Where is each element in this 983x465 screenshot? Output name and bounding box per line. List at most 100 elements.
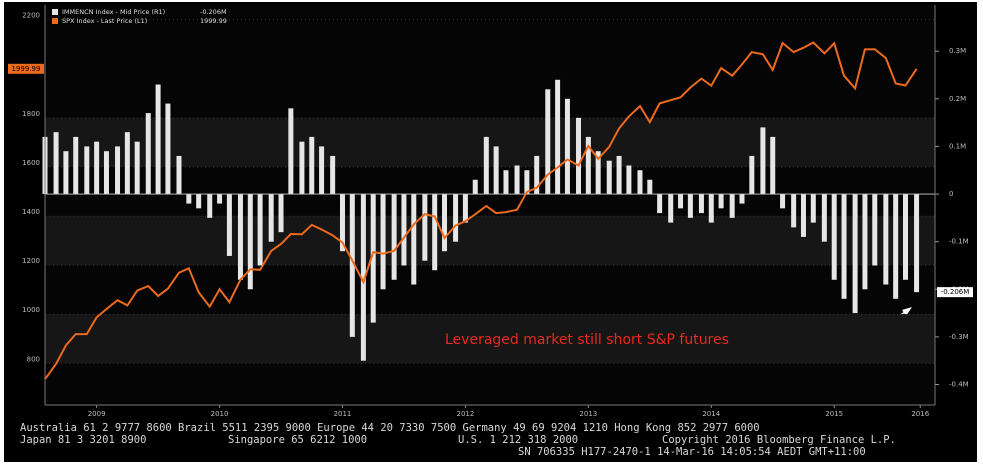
y-tick-label: 2200 <box>22 12 40 20</box>
bar <box>493 146 499 195</box>
bar <box>411 194 417 285</box>
y-tick-label: 1000 <box>22 306 40 314</box>
bar <box>637 170 643 195</box>
bar <box>268 194 274 242</box>
bar <box>145 113 151 195</box>
bar <box>73 136 79 195</box>
last-flag-label: 1999.99 <box>12 65 41 73</box>
bar <box>207 194 213 218</box>
bar <box>115 146 121 195</box>
bar <box>800 194 806 237</box>
x-tick-label: 2014 <box>702 410 720 418</box>
bar <box>288 108 294 195</box>
y-tick-label: 1800 <box>22 110 40 118</box>
bar <box>483 136 489 195</box>
bar <box>453 194 459 242</box>
bar <box>472 179 478 195</box>
bar <box>401 194 407 266</box>
band <box>45 216 935 266</box>
annotation: Leveraged market still short S&P futures <box>445 332 729 348</box>
bar <box>872 194 878 266</box>
bar <box>534 155 540 195</box>
y-tick-label: 1400 <box>22 208 40 216</box>
footer: Singapore 65 6212 1000 <box>228 434 367 446</box>
bar <box>791 194 797 228</box>
bar <box>729 194 735 218</box>
bar <box>902 194 908 280</box>
x-tick-label: 2012 <box>457 410 475 418</box>
bar <box>319 146 325 195</box>
bar <box>278 194 284 233</box>
last-flag-label: -0.206M <box>941 288 970 296</box>
bar <box>217 194 223 204</box>
arrow-head <box>902 307 912 316</box>
x-tick-label: 2016 <box>911 410 929 418</box>
bar <box>893 194 899 299</box>
bar <box>862 194 868 290</box>
bar <box>165 103 171 195</box>
bar <box>237 194 243 280</box>
bar <box>647 179 653 195</box>
bar <box>687 194 693 218</box>
bar <box>155 84 161 195</box>
bar <box>810 194 816 223</box>
legend-label: IMMENCN Index - Mid Price (R1) <box>62 8 165 16</box>
bar <box>739 194 745 204</box>
bar <box>53 132 59 195</box>
x-tick-label: 2011 <box>334 410 352 418</box>
bar <box>657 194 663 214</box>
bar <box>841 194 847 299</box>
y2-tick-label: -0.1M <box>949 238 969 246</box>
bar <box>524 170 530 195</box>
bar <box>84 146 90 195</box>
band <box>45 117 935 167</box>
bar <box>349 194 355 337</box>
bar <box>780 194 786 209</box>
footer: Copyright 2016 Bloomberg Finance L.P. <box>662 434 896 446</box>
bar <box>545 89 551 195</box>
y2-tick-label: -0.3M <box>949 333 969 341</box>
footer: Japan 81 3 3201 8900 <box>20 434 146 446</box>
bar <box>698 194 704 214</box>
bar <box>503 170 509 195</box>
bar <box>380 194 386 290</box>
bar <box>360 194 366 361</box>
bar <box>708 194 714 223</box>
bar <box>821 194 827 242</box>
bar <box>852 194 858 314</box>
bar <box>247 194 253 290</box>
bar <box>514 165 520 195</box>
bar <box>606 160 612 195</box>
band <box>45 314 935 364</box>
legend-value: 1999.99 <box>200 17 227 25</box>
bar <box>422 194 428 261</box>
bar <box>831 194 837 280</box>
bar <box>63 151 69 195</box>
bar <box>770 136 776 195</box>
bar <box>678 194 684 209</box>
bar <box>442 194 448 252</box>
bar <box>257 194 263 266</box>
x-tick-label: 2009 <box>88 410 106 418</box>
bar <box>555 79 561 195</box>
legend-value: -0.206M <box>200 8 227 16</box>
bar <box>309 136 315 195</box>
bar <box>914 194 920 293</box>
bar <box>626 165 632 195</box>
y2-tick-label: 0.3M <box>949 47 966 55</box>
bar <box>339 194 345 252</box>
x-tick-label: 2015 <box>825 410 843 418</box>
footer: SN 706335 H177-2470-1 14-Mar-16 14:05:54… <box>518 446 866 458</box>
bar <box>718 194 724 209</box>
y-tick-label: 1600 <box>22 159 40 167</box>
bar <box>176 155 182 195</box>
footer: U.S. 1 212 318 2000 <box>458 434 578 446</box>
footer: Australia 61 2 9777 8600 Brazil 5511 239… <box>20 422 760 434</box>
y2-tick-label: -0.4M <box>949 381 969 389</box>
bar <box>94 141 100 195</box>
y2-tick-label: 0.1M <box>949 142 966 150</box>
y2-tick-label: 0 <box>949 190 953 198</box>
bar <box>576 117 582 195</box>
last-flag <box>937 287 973 298</box>
